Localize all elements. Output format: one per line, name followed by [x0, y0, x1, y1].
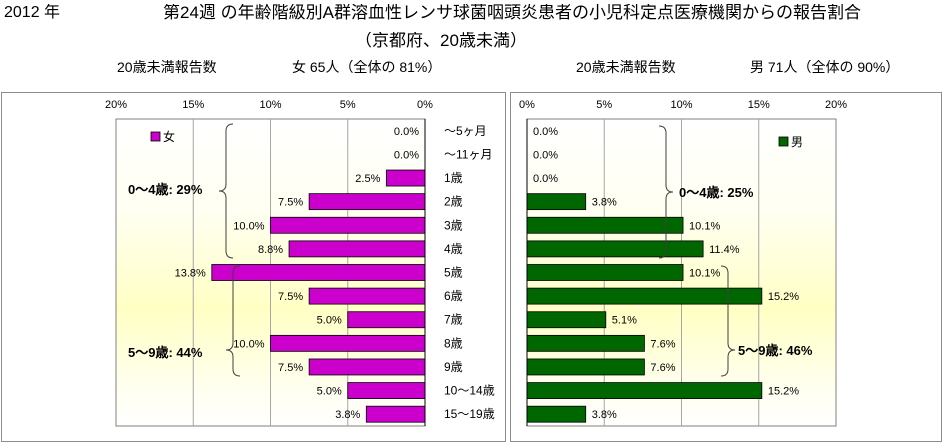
category-label: 4歳	[444, 242, 463, 256]
male-count-caption: 20歳未満報告数	[576, 60, 676, 75]
right-value-label: 0.0%	[533, 149, 558, 161]
right-bar	[526, 193, 587, 211]
left-value-label: 3.8%	[335, 409, 360, 421]
left-value-label: 10.0%	[233, 220, 264, 232]
category-label: 9歳	[444, 360, 463, 374]
left-bar	[270, 334, 426, 352]
right-bar	[526, 405, 587, 423]
left-bar	[308, 193, 426, 211]
right-value-label: 3.8%	[592, 197, 617, 209]
right-value-label: 7.6%	[650, 362, 675, 374]
left-bar	[288, 240, 426, 258]
right-bar	[526, 382, 763, 399]
left-brace-5-9	[225, 265, 241, 377]
right-tick-label: 10%	[670, 99, 692, 111]
female-count-caption: 20歳未満報告数	[117, 60, 217, 75]
category-label: ～11ヶ月	[444, 147, 492, 161]
right-bar	[526, 264, 684, 281]
left-bar	[347, 382, 426, 399]
category-label: 3歳	[444, 218, 463, 232]
legend-label-male: 男	[791, 135, 803, 149]
left-value-label: 5.0%	[317, 315, 342, 327]
category-label: 10～14歳	[444, 384, 495, 398]
chart-title: 第24週 の年齢階級別A群溶血性レンサ球菌咽頭炎患者の小児科定点医療機関からの報…	[163, 4, 861, 22]
male-annotation-0-4: 0～4歳: 25%	[679, 185, 754, 200]
right-value-label: 15.2%	[768, 291, 799, 303]
right-brace-5-9	[720, 265, 736, 377]
year-label: 2012 年	[4, 4, 61, 21]
right-chart-frame	[510, 92, 942, 442]
right-tick-label: 5%	[596, 99, 612, 111]
category-label: 7歳	[444, 313, 463, 327]
legend-swatch-female	[150, 131, 161, 142]
left-value-label: 10.0%	[233, 338, 264, 350]
right-value-label: 0.0%	[533, 126, 558, 138]
female-annotation-5-9: 5～9歳: 44%	[128, 345, 203, 360]
category-label: 2歳	[444, 195, 463, 209]
left-value-label: 0.0%	[394, 126, 419, 138]
left-bar	[308, 358, 426, 376]
bars	[211, 169, 763, 423]
right-bar	[526, 240, 704, 258]
right-tick-label: 0%	[519, 99, 535, 111]
female-annotation-0-4: 0～4歳: 29%	[128, 182, 203, 197]
right-value-label: 0.0%	[533, 173, 558, 185]
right-bar	[526, 358, 645, 376]
left-brace-0-4	[218, 123, 234, 259]
right-value-label: 7.6%	[650, 338, 675, 350]
left-tick-label: 10%	[259, 99, 281, 111]
left-value-label: 13.8%	[175, 268, 206, 280]
category-label: 15～19歳	[444, 407, 495, 421]
left-value-label: 2.5%	[355, 173, 380, 185]
left-tick-label: 5%	[340, 99, 356, 111]
left-value-label: 7.5%	[278, 362, 303, 374]
chart-text: 0% 5% 10% 15% 20% 0.0% 0.0% 2.5% 7.5% 10.0% 8.8% 13…	[105, 99, 847, 421]
legend-label-female: 女	[163, 129, 175, 144]
category-label: 5歳	[444, 266, 463, 280]
right-tick-label: 20%	[825, 99, 847, 111]
left-bar	[308, 287, 426, 305]
left-value-label: 8.8%	[258, 244, 283, 256]
left-tick-label: 0%	[417, 99, 433, 111]
right-value-label: 5.1%	[612, 315, 637, 327]
left-bar	[365, 405, 426, 423]
right-value-label: 10.1%	[689, 220, 720, 232]
left-value-label: 5.0%	[317, 386, 342, 398]
left-bar	[211, 264, 426, 281]
right-bar	[526, 287, 763, 305]
right-value-label: 15.2%	[768, 386, 799, 398]
right-bar	[526, 334, 645, 352]
left-tick-label: 20%	[105, 99, 127, 111]
left-bar	[270, 216, 426, 234]
category-label: 6歳	[444, 289, 463, 303]
right-bar	[526, 311, 607, 329]
category-label: 8歳	[444, 336, 463, 350]
right-value-label: 3.8%	[592, 409, 617, 421]
right-value-label: 11.4%	[709, 244, 740, 256]
right-tick-label: 15%	[748, 99, 770, 111]
left-value-label: 7.5%	[278, 197, 303, 209]
right-value-label: 10.1%	[689, 268, 720, 280]
legend-swatch-male	[778, 136, 789, 147]
left-tick-label: 15%	[182, 99, 204, 111]
left-value-label: 7.5%	[278, 291, 303, 303]
chart-subtitle: （京都府、20歳未満）	[355, 32, 527, 50]
right-brace-0-4	[658, 125, 674, 259]
left-bar	[347, 311, 426, 329]
category-label: ～5ヶ月	[444, 124, 487, 138]
left-chart-frame	[1, 92, 506, 442]
male-total-caption: 男 71人（全体の 90%）	[750, 60, 900, 75]
male-annotation-5-9: 5～9歳: 46%	[738, 343, 813, 358]
left-bar	[385, 169, 426, 187]
left-value-label: 0.0%	[394, 149, 419, 161]
category-label: 1歳	[444, 171, 463, 185]
female-total-caption: 女 65人（全体の 81%）	[292, 60, 442, 75]
right-bar	[526, 216, 684, 234]
